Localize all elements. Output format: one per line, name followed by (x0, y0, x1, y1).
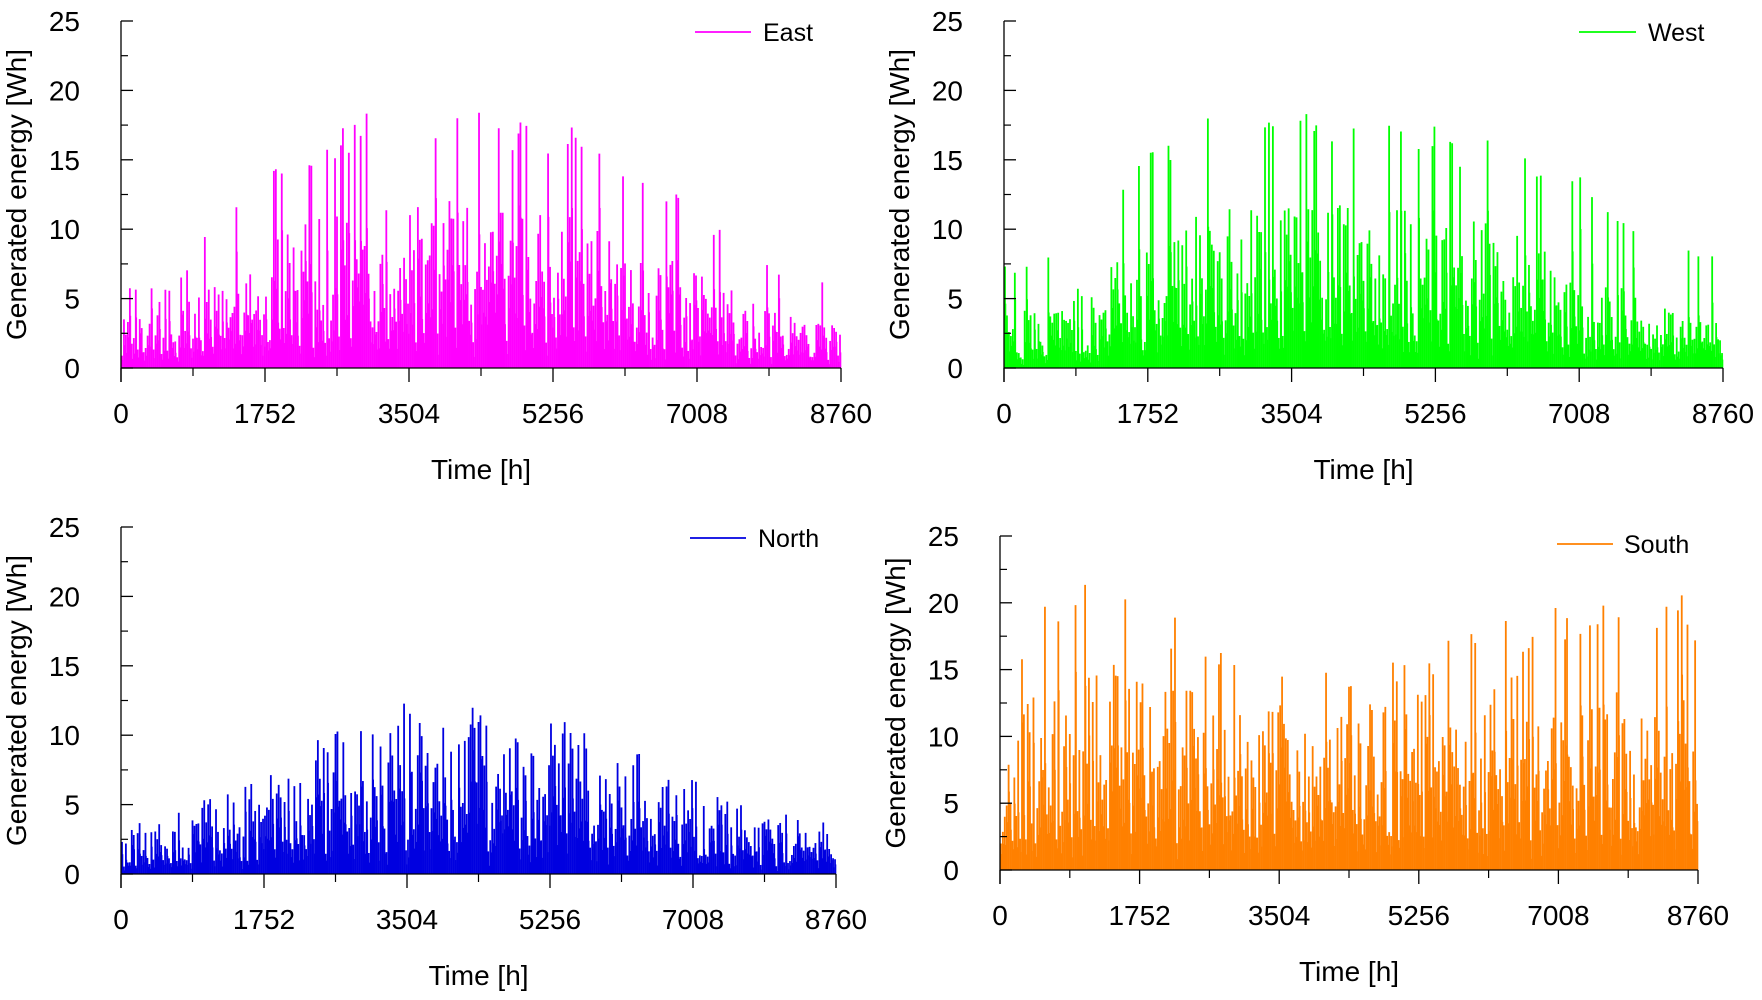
y-tick-label: 10 (928, 721, 959, 752)
x-tick-label: 8760 (1692, 398, 1754, 429)
series-south (1000, 584, 1699, 870)
y-tick-label: 15 (49, 145, 80, 176)
y-tick-label: 25 (49, 6, 80, 37)
x-tick-label: 0 (992, 900, 1008, 931)
y-tick-label: 0 (947, 353, 963, 384)
x-tick-label: 0 (113, 398, 129, 429)
legend-label: South (1624, 531, 1689, 559)
y-tick-label: 10 (49, 214, 80, 245)
x-tick-label: 5256 (522, 398, 584, 429)
y-tick-label: 20 (932, 75, 963, 106)
x-tick-label: 7008 (1548, 398, 1610, 429)
y-axis-title: Generated energy [Wh] (884, 49, 915, 340)
x-tick-label: 7008 (666, 398, 728, 429)
y-tick-label: 25 (932, 6, 963, 37)
y-tick-label: 15 (928, 655, 959, 686)
x-tick-label: 1752 (234, 398, 296, 429)
x-axis-title: Time [h] (428, 960, 528, 991)
panel-west: 0 5 10 15 20 25 0 1752 3504 5256 7008 8760 Time [h] G… (884, 6, 1754, 485)
y-tick-label: 10 (932, 214, 963, 245)
legend-label: West (1648, 19, 1705, 47)
x-tick-label: 3504 (376, 904, 438, 935)
x-tick-label: 0 (996, 398, 1012, 429)
x-tick-label: 3504 (1248, 900, 1310, 931)
x-tick-label: 7008 (1527, 900, 1589, 931)
x-tick-label: 5256 (1404, 398, 1466, 429)
y-tick-label: 20 (49, 75, 80, 106)
x-tick-label: 8760 (810, 398, 872, 429)
y-tick-label: 10 (49, 720, 80, 751)
x-tick-label: 5256 (1388, 900, 1450, 931)
x-tick-label: 7008 (662, 904, 724, 935)
legend: East (695, 19, 813, 47)
y-tick-label: 0 (943, 855, 959, 886)
y-tick-label: 0 (64, 859, 80, 890)
legend: West (1579, 19, 1705, 47)
y-tick-label: 5 (64, 790, 80, 821)
y-axis-title: Generated energy [Wh] (1, 49, 32, 340)
y-tick-label: 20 (928, 588, 959, 619)
y-tick-label: 5 (947, 284, 963, 315)
x-tick-label: 1752 (233, 904, 295, 935)
x-tick-label: 3504 (378, 398, 440, 429)
y-tick-label: 15 (932, 145, 963, 176)
panel-east: 0 5 10 15 20 25 0 1752 3504 5256 7008 8760 Time [h] G… (1, 6, 872, 485)
panel-south: 0 5 10 15 20 25 0 1752 3504 5256 7008 8760 Time [h] G… (880, 521, 1729, 987)
y-tick-label: 25 (928, 521, 959, 552)
x-axis-title: Time [h] (1299, 956, 1399, 987)
series-north (121, 703, 837, 874)
legend: South (1557, 531, 1689, 559)
y-tick-label: 5 (943, 788, 959, 819)
x-tick-label: 1752 (1117, 398, 1179, 429)
legend-label: North (758, 525, 819, 553)
y-axis-title: Generated energy [Wh] (880, 557, 911, 848)
series-west (1004, 114, 1724, 368)
panel-north: 0 5 10 15 20 25 0 1752 3504 5256 7008 8760 Time [h] G… (1, 512, 867, 991)
y-tick-label: 15 (49, 651, 80, 682)
y-axis-title: Generated energy [Wh] (1, 555, 32, 846)
x-tick-label: 0 (113, 904, 129, 935)
series-east (121, 112, 842, 368)
x-tick-label: 3504 (1260, 398, 1322, 429)
x-tick-label: 5256 (519, 904, 581, 935)
legend: North (690, 525, 819, 553)
x-tick-label: 1752 (1108, 900, 1170, 931)
x-axis-title: Time [h] (1313, 454, 1413, 485)
x-tick-label: 8760 (805, 904, 867, 935)
y-tick-label: 20 (49, 581, 80, 612)
x-tick-label: 8760 (1667, 900, 1729, 931)
legend-label: East (763, 19, 813, 47)
y-tick-label: 25 (49, 512, 80, 543)
x-axis-title: Time [h] (431, 454, 531, 485)
y-tick-label: 5 (64, 284, 80, 315)
y-tick-label: 0 (64, 353, 80, 384)
